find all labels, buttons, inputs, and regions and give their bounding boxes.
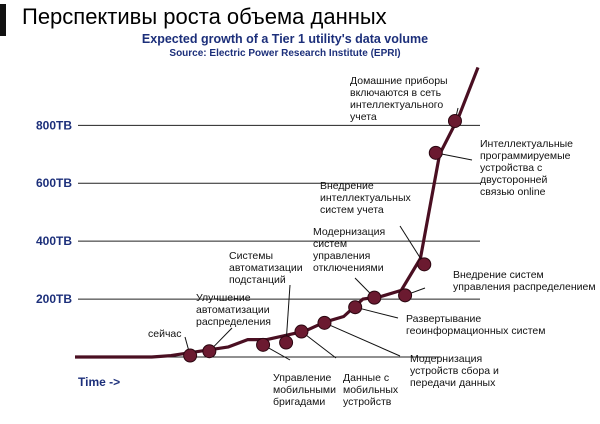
- milestone-label-line: систем: [313, 238, 347, 250]
- milestone-label-line: Управление: [273, 372, 332, 384]
- y-tick-label: 600TB: [36, 176, 72, 190]
- milestone-label: сейчас: [148, 328, 182, 340]
- milestone-label-line: управления: [313, 250, 370, 262]
- milestone-label: Модернизация устройств сбора и передачи да…: [410, 353, 499, 389]
- milestone-marker: [447, 113, 462, 128]
- milestone-label: Внедрение систем управления распределение…: [453, 269, 596, 293]
- milestone-label-line: автоматизации: [196, 304, 270, 316]
- milestone-label-line: двусторонней: [480, 174, 548, 186]
- milestone-label-line: Развертывание: [406, 313, 481, 325]
- leader-line: [301, 331, 337, 359]
- milestone-label-line: включаются в сеть: [350, 87, 442, 99]
- y-tick-label: 400TB: [36, 234, 72, 248]
- milestone-label: Системы автоматизации подстанций: [229, 250, 303, 286]
- milestone-label-line: автоматизации: [229, 262, 303, 274]
- milestone-marker: [279, 335, 294, 350]
- leader-line: [355, 306, 399, 319]
- milestone-marker: [428, 145, 443, 160]
- milestone-label-line: Внедрение: [320, 180, 374, 192]
- milestone-marker: [398, 288, 413, 303]
- milestone-marker: [417, 257, 432, 272]
- leader-line: [285, 284, 291, 343]
- milestone-label-line: мобильных: [343, 384, 399, 396]
- milestone-label: Данные с мобильных устройств: [343, 372, 399, 408]
- milestone-label: Развертывание геоинформационных систем: [406, 313, 545, 337]
- milestone-label-line: Системы: [229, 250, 273, 262]
- x-axis-label: Time ->: [78, 375, 120, 389]
- milestone-label-line: сейчас: [148, 328, 182, 340]
- milestone-label-line: мобильными: [273, 384, 336, 396]
- milestone-label-line: связью online: [480, 186, 546, 198]
- milestone-markers: [183, 113, 462, 363]
- milestone-label-line: бригадами: [273, 396, 325, 408]
- milestone-label-line: Внедрение систем: [453, 269, 544, 281]
- y-axis-ticks: 200TB 400TB 600TB 800TB: [36, 118, 72, 306]
- leader-line: [399, 225, 425, 265]
- milestone-label-line: Улучшение: [196, 292, 251, 304]
- milestone-label-line: учета: [350, 111, 377, 123]
- chart-title: Expected growth of a Tier 1 utility's da…: [141, 32, 429, 46]
- milestone-label-line: Интеллектуальные: [480, 138, 573, 150]
- slide-title: Перспективы роста объема данных: [22, 4, 387, 29]
- milestone-marker: [367, 290, 382, 305]
- milestone-label-line: Модернизация: [410, 353, 482, 365]
- milestone-label-line: отключениями: [313, 262, 384, 274]
- milestone-label-line: систем учета: [320, 204, 384, 216]
- milestone-label-line: Данные с: [343, 372, 389, 384]
- milestone-marker: [317, 315, 332, 330]
- milestone-label-line: Домашние приборы: [350, 75, 448, 87]
- milestone-marker: [256, 337, 271, 352]
- milestone-label-line: геоинформационных систем: [406, 325, 545, 337]
- milestone-label: Внедрение интеллектуальных систем учета: [320, 180, 411, 216]
- milestone-label-line: Модернизация: [313, 226, 385, 238]
- milestone-label: Модернизация систем управления отключениями: [313, 226, 385, 274]
- milestone-label-line: устройств сбора и: [410, 365, 499, 377]
- milestone-label-line: распределения: [196, 316, 271, 328]
- milestone-label-line: интеллектуальных: [320, 192, 411, 204]
- milestone-label-line: подстанций: [229, 274, 286, 286]
- milestone-marker: [202, 344, 217, 359]
- milestone-marker: [294, 324, 309, 339]
- y-tick-label: 200TB: [36, 292, 72, 306]
- chart-subtitle: Source: Electric Power Research Institut…: [169, 48, 401, 59]
- milestone-label-line: устройства с: [480, 162, 542, 174]
- milestone-label: Управление мобильными бригадами: [273, 372, 336, 408]
- milestone-label-line: устройств: [343, 396, 392, 408]
- milestone-label-line: передачи данных: [410, 377, 496, 389]
- grid-lines: [78, 124, 480, 300]
- milestone-marker: [183, 348, 198, 363]
- milestone-label: Домашние приборы включаются в сеть интелле…: [350, 75, 448, 123]
- title-accent-bar: [0, 4, 6, 36]
- milestone-label: Интеллектуальные программируемые устройств…: [480, 138, 573, 198]
- milestone-label-line: интеллектуального: [350, 99, 443, 111]
- leader-line: [324, 322, 401, 357]
- milestone-label-line: программируемые: [480, 150, 571, 162]
- milestone-marker: [348, 300, 363, 315]
- milestone-label: Улучшение автоматизации распределения: [196, 292, 271, 328]
- milestone-label-line: управления распределением: [453, 281, 596, 293]
- y-tick-label: 800TB: [36, 118, 72, 132]
